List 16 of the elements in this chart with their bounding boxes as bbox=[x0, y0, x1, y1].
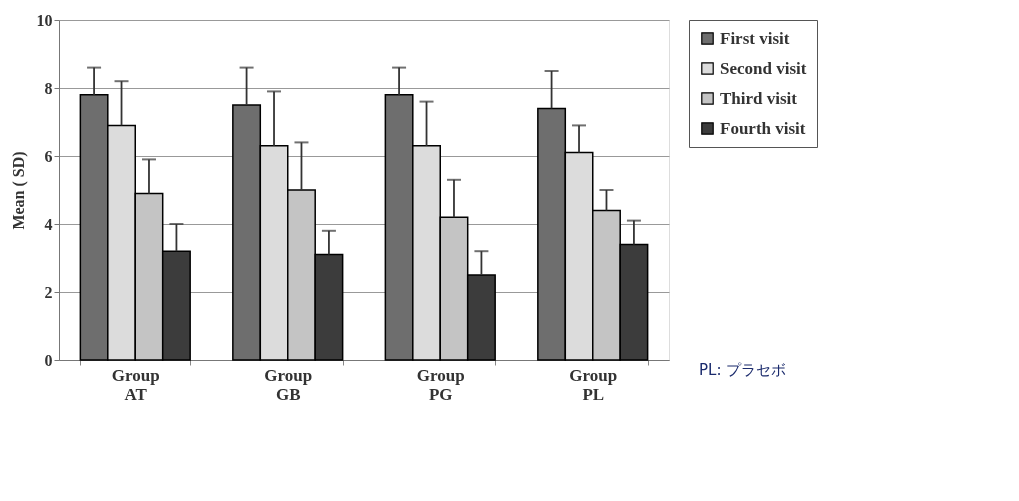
x-tick-label: Group AT bbox=[111, 365, 160, 404]
legend-label: Fourth visit bbox=[720, 118, 806, 138]
y-tick-label: 10 bbox=[36, 11, 53, 29]
y-tick-label: 2 bbox=[44, 283, 53, 301]
text: PL: プラセボ bbox=[699, 361, 787, 379]
x-tick-label: Group PG bbox=[416, 365, 465, 404]
y-tick-label: 4 bbox=[44, 215, 53, 233]
y-tick-label: 0 bbox=[44, 351, 53, 369]
legend-label: Second visit bbox=[720, 58, 807, 78]
legend-label: First visit bbox=[720, 28, 790, 48]
y-tick-label: 8 bbox=[44, 79, 53, 97]
y-tick-label: 6 bbox=[44, 147, 53, 165]
legend-label: Third visit bbox=[720, 88, 798, 108]
y-axis-title: Mean ( SD) bbox=[9, 151, 28, 230]
x-tick-label: Group GB bbox=[264, 365, 313, 404]
x-tick-label: Group PL bbox=[569, 365, 618, 404]
